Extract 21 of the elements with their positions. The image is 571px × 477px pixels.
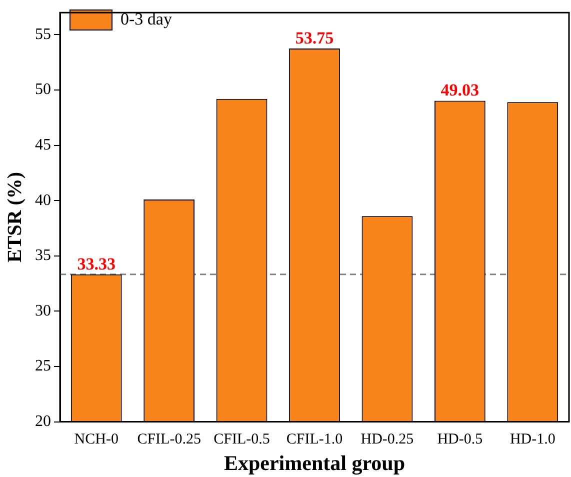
x-tick-label: NCH-0	[74, 432, 118, 448]
data-label: 33.33	[77, 254, 116, 274]
data-label: 53.75	[295, 28, 334, 48]
y-tick-label: 45	[35, 136, 51, 154]
y-tick-label: 35	[35, 247, 51, 264]
y-tick-label: 30	[35, 302, 51, 320]
x-tick-label: CFIL-0.5	[214, 432, 270, 448]
y-axis-title: ETSR (%)	[4, 172, 26, 262]
x-tick-label: CFIL-1.0	[286, 432, 343, 448]
x-tick-label: HD-1.0	[510, 432, 556, 448]
legend-label: 0-3 day	[120, 9, 172, 28]
y-tick-label: 40	[35, 192, 51, 209]
y-tick-label: 25	[35, 358, 51, 375]
y-tick-label: 55	[35, 26, 51, 43]
x-tick-label: HD-0.25	[360, 432, 414, 448]
data-label: 49.03	[440, 80, 480, 100]
y-tick-label: 20	[35, 413, 51, 430]
x-axis-title: Experimental group	[224, 450, 406, 475]
y-tick-label: 50	[35, 81, 51, 98]
x-tick-label: CFIL-0.25	[137, 432, 201, 448]
x-tick-label: HD-0.5	[437, 432, 483, 448]
